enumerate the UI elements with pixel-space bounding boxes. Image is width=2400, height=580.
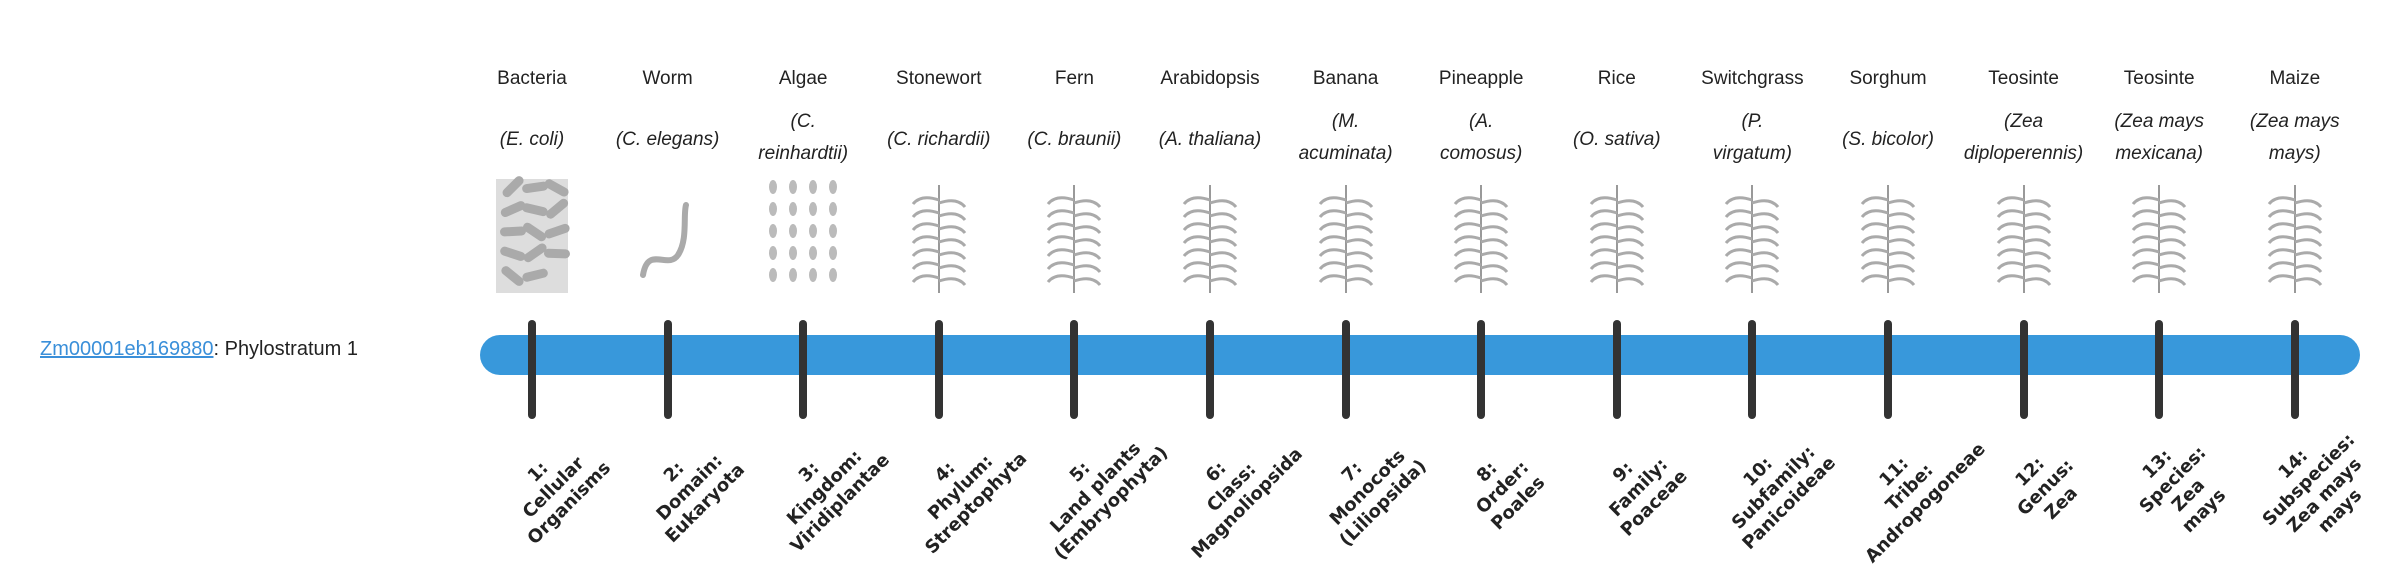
organism-common-name: Switchgrass bbox=[1701, 68, 1804, 89]
stratum-tick bbox=[1206, 320, 1214, 419]
fern-icon bbox=[1047, 185, 1102, 293]
sorghum-icon bbox=[1860, 185, 1916, 293]
organism-common-name: Sorghum bbox=[1849, 68, 1927, 89]
phylostratum-text: : Phylostratum 1 bbox=[213, 338, 358, 360]
stratum-tick bbox=[1612, 320, 1621, 419]
stratum-tick bbox=[663, 320, 672, 419]
organism-species-name: (C. elegans) bbox=[615, 129, 720, 150]
stratum-tick bbox=[1748, 320, 1757, 419]
taxonomic-level-label: 9: Family: Poaceae bbox=[1605, 454, 1692, 541]
algae-icon bbox=[769, 180, 838, 282]
stonewort-icon bbox=[911, 185, 966, 293]
maize-icon bbox=[2267, 185, 2322, 293]
organism-common-name: Fern bbox=[1054, 68, 1094, 89]
organism-species-name: (A. comosus) bbox=[1440, 111, 1523, 164]
taxonomic-level-label: 4: Phylum: Streptophyta bbox=[920, 448, 1032, 559]
gene-link[interactable]: Zm00001eb169880 bbox=[40, 338, 214, 360]
organism-species-name: (A. thaliana) bbox=[1158, 129, 1262, 150]
stratum-tick bbox=[2155, 320, 2164, 419]
taxonomic-level-label: 10: Subfamily: Panicoideae bbox=[1728, 441, 1841, 554]
organism-species-name: (S. bicolor) bbox=[1842, 129, 1934, 150]
organism-common-name: Pineapple bbox=[1438, 68, 1524, 89]
taxonomic-level-label: 7: Monocots (Liliopsida) bbox=[1325, 445, 1431, 551]
taxonomic-level-label: 12: Genus: Zea bbox=[2010, 453, 2082, 524]
organism-species-name: (Zea mays mexicana) bbox=[2114, 111, 2205, 164]
organism-species-name: (M. acuminata) bbox=[1298, 111, 1393, 164]
taxonomic-level-label: 3: Kingdom: Viridiplantae bbox=[783, 445, 895, 557]
organism-common-name: Banana bbox=[1312, 68, 1379, 89]
stratum-tick bbox=[1477, 320, 1486, 419]
organism-species-name: (C. braunii) bbox=[1027, 129, 1122, 150]
banana-icon bbox=[1318, 185, 1373, 293]
rice-icon bbox=[1589, 185, 1644, 293]
pineapple-icon bbox=[1454, 185, 1509, 293]
taxonomic-level-label: 1: Cellular Organisms bbox=[518, 452, 615, 549]
worm-icon bbox=[639, 202, 689, 278]
taxonomic-level-label: 5: Land plants (Embryophyta) bbox=[1046, 438, 1173, 565]
arabidopsis-icon bbox=[1182, 185, 1238, 293]
taxonomic-level-label: 2: Domain: Eukaryota bbox=[651, 450, 749, 548]
organism-species-name: (E. coli) bbox=[499, 129, 565, 150]
stratum-tick bbox=[528, 320, 536, 419]
organism-species-name: (O. sativa) bbox=[1572, 129, 1661, 150]
organism-common-name: Maize bbox=[2269, 68, 2321, 89]
organism-common-name: Teosinte bbox=[1988, 68, 2059, 89]
taxonomic-level-label: 6: Class: Magnoliopsida bbox=[1187, 443, 1307, 563]
stratum-tick bbox=[934, 320, 943, 419]
organism-common-name: Stonewort bbox=[896, 68, 982, 89]
organism-common-name: Rice bbox=[1597, 68, 1636, 89]
organism-species-name: (Zea mays mays) bbox=[2249, 111, 2340, 164]
teosinte-icon bbox=[1996, 185, 2051, 293]
organism-common-name: Bacteria bbox=[497, 68, 567, 89]
taxonomic-level-label: 14: Subspecies: Zea mays mays bbox=[2258, 429, 2366, 538]
taxonomic-level-label: 11: Tribe: Andropogoneae bbox=[1861, 438, 1990, 568]
switchgrass-icon bbox=[1725, 185, 1780, 293]
organism-species-name: (Zea diploperennis) bbox=[1963, 111, 2084, 164]
stratum-tick bbox=[2290, 320, 2299, 419]
organism-species-name: (C. reinhardtii) bbox=[758, 111, 849, 164]
stratum-tick bbox=[1341, 320, 1350, 419]
teosinte-icon bbox=[2132, 185, 2187, 293]
taxonomic-level-label: 13: Species: Zea mays bbox=[2135, 442, 2231, 538]
bacteria-icon bbox=[496, 176, 570, 293]
organism-common-name: Worm bbox=[642, 68, 693, 89]
taxonomic-level-label: 8: Order: Poales bbox=[1472, 457, 1550, 535]
organism-species-name: (P. virgatum) bbox=[1712, 111, 1792, 164]
stratum-tick bbox=[2019, 320, 2028, 419]
stratum-tick bbox=[1070, 320, 1079, 419]
stratum-tick bbox=[1884, 320, 1892, 419]
organism-species-name: (C. richardii) bbox=[887, 129, 991, 150]
stratum-tick bbox=[799, 320, 808, 419]
organism-common-name: Algae bbox=[778, 68, 828, 89]
gene-label: Zm00001eb169880: Phylostratum 1 bbox=[40, 338, 358, 361]
organism-common-name: Arabidopsis bbox=[1160, 68, 1260, 89]
organism-common-name: Teosinte bbox=[2123, 68, 2195, 89]
phylostrata-timeline-bar bbox=[480, 335, 2360, 375]
